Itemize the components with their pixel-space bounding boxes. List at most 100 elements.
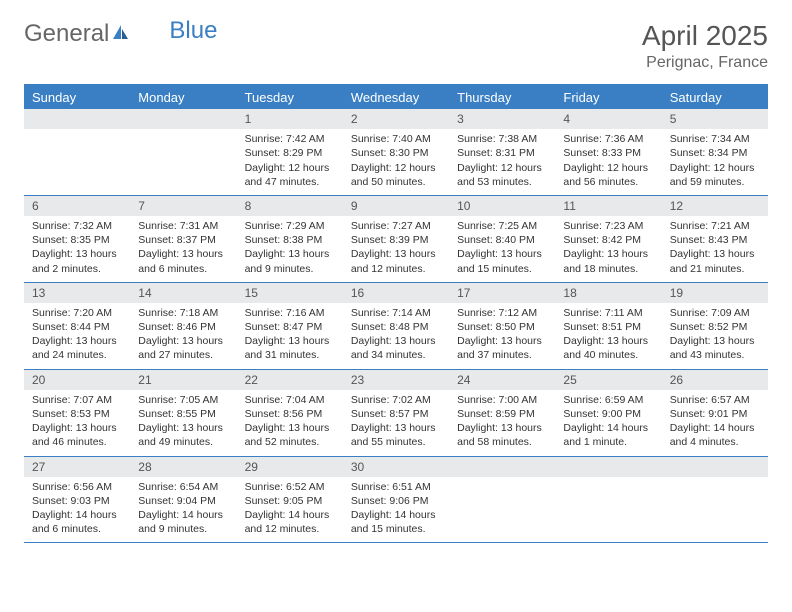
day-details: Sunrise: 7:32 AMSunset: 8:35 PMDaylight:… xyxy=(24,216,130,282)
day-header-wednesday: Wednesday xyxy=(343,86,449,109)
daylight-line: Daylight: 13 hours and 2 minutes. xyxy=(32,247,122,275)
sunrise-line: Sunrise: 7:00 AM xyxy=(457,393,547,407)
day-number: 29 xyxy=(237,457,343,477)
day-cell: 13Sunrise: 7:20 AMSunset: 8:44 PMDayligh… xyxy=(24,283,130,369)
day-details: Sunrise: 7:36 AMSunset: 8:33 PMDaylight:… xyxy=(555,129,661,195)
sunset-line: Sunset: 8:35 PM xyxy=(32,233,122,247)
month-title: April 2025 xyxy=(642,20,768,52)
sunset-line: Sunset: 8:42 PM xyxy=(563,233,653,247)
sunset-line: Sunset: 9:03 PM xyxy=(32,494,122,508)
day-details: Sunrise: 7:11 AMSunset: 8:51 PMDaylight:… xyxy=(555,303,661,369)
daylight-line: Daylight: 13 hours and 27 minutes. xyxy=(138,334,228,362)
daylight-line: Daylight: 12 hours and 56 minutes. xyxy=(563,161,653,189)
day-number: 2 xyxy=(343,109,449,129)
sunrise-line: Sunrise: 6:52 AM xyxy=(245,480,335,494)
day-details: Sunrise: 7:40 AMSunset: 8:30 PMDaylight:… xyxy=(343,129,449,195)
day-details: Sunrise: 7:29 AMSunset: 8:38 PMDaylight:… xyxy=(237,216,343,282)
sunrise-line: Sunrise: 7:36 AM xyxy=(563,132,653,146)
day-number: 11 xyxy=(555,196,661,216)
empty-cell xyxy=(130,109,236,195)
sunset-line: Sunset: 8:48 PM xyxy=(351,320,441,334)
day-header-row: SundayMondayTuesdayWednesdayThursdayFrid… xyxy=(24,86,768,109)
week-row: 13Sunrise: 7:20 AMSunset: 8:44 PMDayligh… xyxy=(24,283,768,370)
sunrise-line: Sunrise: 7:38 AM xyxy=(457,132,547,146)
day-cell: 3Sunrise: 7:38 AMSunset: 8:31 PMDaylight… xyxy=(449,109,555,195)
day-cell: 20Sunrise: 7:07 AMSunset: 8:53 PMDayligh… xyxy=(24,370,130,456)
daylight-line: Daylight: 14 hours and 6 minutes. xyxy=(32,508,122,536)
day-details: Sunrise: 7:04 AMSunset: 8:56 PMDaylight:… xyxy=(237,390,343,456)
day-number: 19 xyxy=(662,283,768,303)
location: Perignac, France xyxy=(642,54,768,72)
day-number: 24 xyxy=(449,370,555,390)
daylight-line: Daylight: 13 hours and 37 minutes. xyxy=(457,334,547,362)
sunset-line: Sunset: 8:40 PM xyxy=(457,233,547,247)
day-cell: 5Sunrise: 7:34 AMSunset: 8:34 PMDaylight… xyxy=(662,109,768,195)
daylight-line: Daylight: 14 hours and 15 minutes. xyxy=(351,508,441,536)
day-number: 14 xyxy=(130,283,236,303)
sunset-line: Sunset: 8:57 PM xyxy=(351,407,441,421)
day-number: 26 xyxy=(662,370,768,390)
day-number: 17 xyxy=(449,283,555,303)
sunset-line: Sunset: 8:56 PM xyxy=(245,407,335,421)
day-details: Sunrise: 7:34 AMSunset: 8:34 PMDaylight:… xyxy=(662,129,768,195)
day-number: 7 xyxy=(130,196,236,216)
day-details: Sunrise: 7:31 AMSunset: 8:37 PMDaylight:… xyxy=(130,216,236,282)
day-cell: 29Sunrise: 6:52 AMSunset: 9:05 PMDayligh… xyxy=(237,457,343,543)
day-details: Sunrise: 7:07 AMSunset: 8:53 PMDaylight:… xyxy=(24,390,130,456)
day-cell: 24Sunrise: 7:00 AMSunset: 8:59 PMDayligh… xyxy=(449,370,555,456)
sunrise-line: Sunrise: 7:11 AM xyxy=(563,306,653,320)
day-number: 1 xyxy=(237,109,343,129)
day-details: Sunrise: 6:57 AMSunset: 9:01 PMDaylight:… xyxy=(662,390,768,456)
sunrise-line: Sunrise: 7:32 AM xyxy=(32,219,122,233)
day-details: Sunrise: 7:09 AMSunset: 8:52 PMDaylight:… xyxy=(662,303,768,369)
day-cell: 26Sunrise: 6:57 AMSunset: 9:01 PMDayligh… xyxy=(662,370,768,456)
day-number: 27 xyxy=(24,457,130,477)
header: General Blue April 2025 Perignac, France xyxy=(24,20,768,72)
sunrise-line: Sunrise: 7:02 AM xyxy=(351,393,441,407)
day-details: Sunrise: 7:02 AMSunset: 8:57 PMDaylight:… xyxy=(343,390,449,456)
daylight-line: Daylight: 12 hours and 47 minutes. xyxy=(245,161,335,189)
logo-text-1: General xyxy=(24,20,109,48)
daylight-line: Daylight: 13 hours and 52 minutes. xyxy=(245,421,335,449)
day-number: 12 xyxy=(662,196,768,216)
day-number: 25 xyxy=(555,370,661,390)
day-details: Sunrise: 7:23 AMSunset: 8:42 PMDaylight:… xyxy=(555,216,661,282)
day-number: 10 xyxy=(449,196,555,216)
day-details: Sunrise: 7:21 AMSunset: 8:43 PMDaylight:… xyxy=(662,216,768,282)
sunrise-line: Sunrise: 7:31 AM xyxy=(138,219,228,233)
day-details: Sunrise: 7:20 AMSunset: 8:44 PMDaylight:… xyxy=(24,303,130,369)
day-number: 4 xyxy=(555,109,661,129)
day-details: Sunrise: 7:25 AMSunset: 8:40 PMDaylight:… xyxy=(449,216,555,282)
empty-cell xyxy=(449,457,555,543)
day-number: 3 xyxy=(449,109,555,129)
daylight-line: Daylight: 14 hours and 9 minutes. xyxy=(138,508,228,536)
daylight-line: Daylight: 13 hours and 21 minutes. xyxy=(670,247,760,275)
sunset-line: Sunset: 8:47 PM xyxy=(245,320,335,334)
day-details: Sunrise: 6:56 AMSunset: 9:03 PMDaylight:… xyxy=(24,477,130,543)
day-number xyxy=(130,109,236,129)
sunrise-line: Sunrise: 7:12 AM xyxy=(457,306,547,320)
day-number: 8 xyxy=(237,196,343,216)
sunrise-line: Sunrise: 6:59 AM xyxy=(563,393,653,407)
day-number: 6 xyxy=(24,196,130,216)
sunrise-line: Sunrise: 7:27 AM xyxy=(351,219,441,233)
day-cell: 18Sunrise: 7:11 AMSunset: 8:51 PMDayligh… xyxy=(555,283,661,369)
day-number: 22 xyxy=(237,370,343,390)
day-number xyxy=(24,109,130,129)
daylight-line: Daylight: 14 hours and 4 minutes. xyxy=(670,421,760,449)
title-block: April 2025 Perignac, France xyxy=(642,20,768,72)
sunset-line: Sunset: 9:05 PM xyxy=(245,494,335,508)
daylight-line: Daylight: 13 hours and 49 minutes. xyxy=(138,421,228,449)
day-number xyxy=(449,457,555,477)
day-details: Sunrise: 7:14 AMSunset: 8:48 PMDaylight:… xyxy=(343,303,449,369)
sunrise-line: Sunrise: 6:56 AM xyxy=(32,480,122,494)
sunrise-line: Sunrise: 7:20 AM xyxy=(32,306,122,320)
sunset-line: Sunset: 8:52 PM xyxy=(670,320,760,334)
sunset-line: Sunset: 9:04 PM xyxy=(138,494,228,508)
empty-cell xyxy=(662,457,768,543)
week-row: 6Sunrise: 7:32 AMSunset: 8:35 PMDaylight… xyxy=(24,196,768,283)
sunrise-line: Sunrise: 7:40 AM xyxy=(351,132,441,146)
day-number: 30 xyxy=(343,457,449,477)
day-details: Sunrise: 7:16 AMSunset: 8:47 PMDaylight:… xyxy=(237,303,343,369)
sunset-line: Sunset: 8:31 PM xyxy=(457,146,547,160)
